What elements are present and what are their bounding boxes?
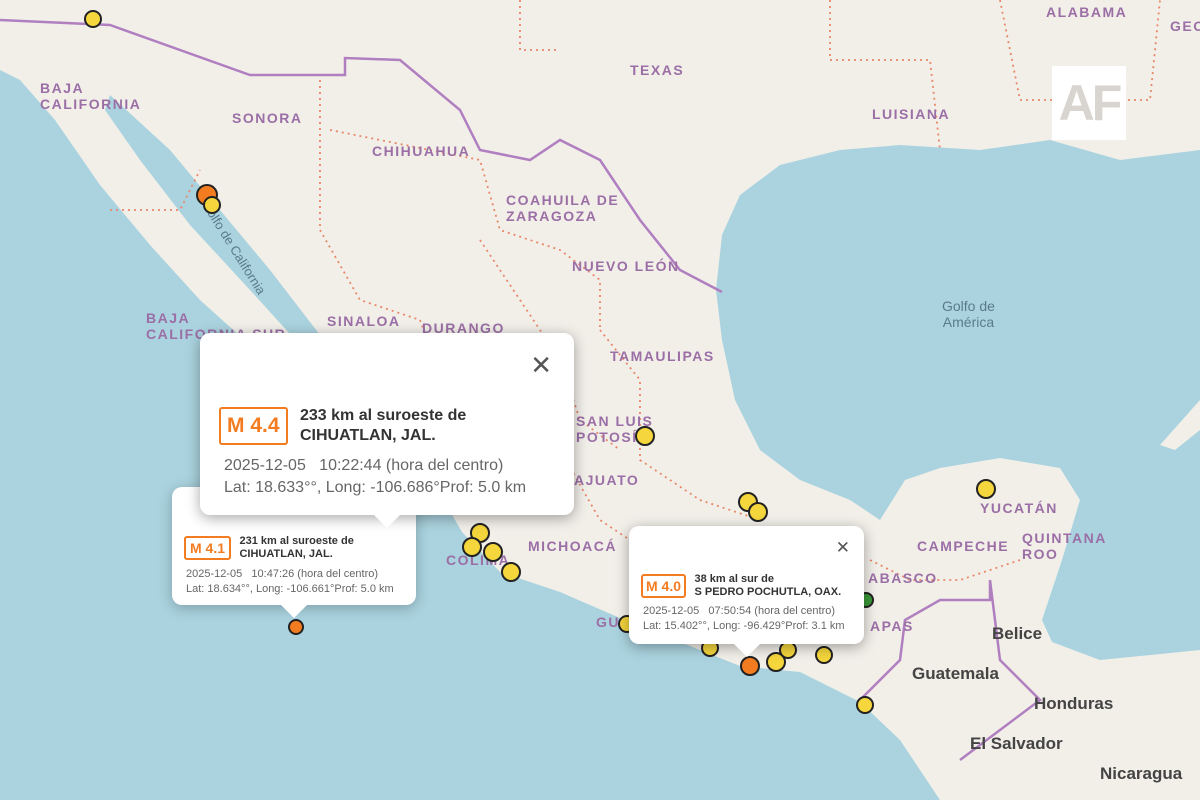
earthquake-marker-yellow[interactable]: [462, 537, 482, 557]
coords-text: Lat: 18.634°°, Long: -106.661°Prof: 5.0 …: [186, 583, 394, 595]
datetime-text: 2025-12-05 10:47:26 (hora del centro): [186, 568, 379, 580]
earthquake-marker-yellow[interactable]: [483, 542, 503, 562]
place-text: 231 km al suroeste de CIHUATLAN, JAL.: [239, 535, 354, 560]
map-label-guatemala: Guatemala: [912, 664, 999, 683]
map-label-sonora: SONORA: [232, 110, 303, 126]
datetime-text: 2025-12-05 07:50:54 (hora del centro): [643, 605, 836, 617]
place-text: 233 km al suroeste de CIHUATLAN, JAL.: [299, 407, 467, 444]
earthquake-marker-yellow[interactable]: [856, 696, 874, 714]
earthquake-marker-yellow[interactable]: [501, 562, 521, 582]
magnitude-badge: M 4.1: [184, 536, 232, 560]
coords-text: Lat: 15.402°°, Long: -96.429°Prof: 3.1 k…: [643, 620, 845, 632]
map-label-michoacan: MICHOACÁ: [528, 538, 617, 554]
earthquake-popup-m40: ✕ M 4.0 38 km al sur de S PEDRO POCHUTLA,…: [629, 526, 864, 657]
coords-text: Lat: 18.633°°, Long: -106.686°Prof: 5.0 …: [224, 479, 527, 496]
map-label-nuevo-leon: NUEVO LEÓN: [572, 258, 680, 274]
magnitude-badge: M 4.4: [219, 407, 288, 445]
map-label-baja-california: BAJA CALIFORNIA: [40, 80, 142, 112]
map-label-texas: TEXAS: [630, 62, 685, 78]
map-label-san-luis: SAN LUIS POTOSÍ: [576, 413, 654, 445]
close-icon[interactable]: ✕: [530, 351, 552, 381]
map-label-guanajuato: AJUATO: [574, 472, 640, 488]
earthquake-marker-yellow[interactable]: [976, 479, 996, 499]
map-label-tabasco: ABASCO: [868, 570, 938, 586]
map-label-alabama: ALABAMA: [1046, 4, 1128, 20]
us-mexico-border: [0, 18, 723, 294]
map-label-tamaulipas: TAMAULIPAS: [610, 348, 715, 364]
map-label-campeche: CAMPECHE: [917, 538, 1010, 554]
map-label-sinaloa: SINALOA: [327, 313, 401, 329]
earthquake-marker-yellow[interactable]: [203, 196, 221, 214]
gulf-of-california: [105, 95, 320, 345]
earthquake-marker-yellow[interactable]: [84, 10, 102, 28]
earthquake-marker-orange[interactable]: [288, 619, 304, 635]
datetime-text: 2025-12-05 10:22:44 (hora del centro): [224, 457, 504, 474]
earthquake-marker-yellow[interactable]: [766, 652, 786, 672]
map-label-nicaragua: Nicaragua: [1100, 764, 1183, 783]
map-label-chihuahua: CHIHUAHUA: [372, 143, 471, 159]
earthquake-marker-yellow[interactable]: [815, 646, 833, 664]
map-label-el-salvador: El Salvador: [970, 734, 1063, 753]
earthquake-marker-yellow[interactable]: [635, 426, 655, 446]
map-label-durango: DURANGO: [422, 320, 505, 336]
map-label-belice: Belice: [992, 624, 1043, 643]
magnitude-badge: M 4.0: [641, 574, 687, 598]
close-icon[interactable]: ✕: [835, 538, 850, 558]
map-label-luisiana: LUISIANA: [872, 106, 951, 122]
earthquake-popup-m44: ✕ M 4.4 233 km al suroeste de CIHUATLAN, …: [200, 333, 574, 528]
map-label-honduras: Honduras: [1034, 694, 1114, 713]
guatemala-border: [859, 579, 1042, 761]
earthquake-marker-orange[interactable]: [740, 656, 760, 676]
place-text: 38 km al sur de S PEDRO POCHUTLA, OAX.: [694, 573, 842, 598]
map-label-chiapas: APAS: [870, 618, 914, 634]
earthquake-marker-yellow[interactable]: [748, 502, 768, 522]
af-logo: AF: [1052, 66, 1126, 140]
map-label-coahuila: COAHUILA DE ZARAGOZA: [506, 192, 620, 224]
map-label-quintana-roo: QUINTANA ROO: [1022, 530, 1107, 562]
map-label-geo: GEO: [1170, 18, 1200, 34]
map-label-golfo: Golfo de América: [942, 298, 995, 330]
cuba: [1160, 400, 1200, 450]
map-label-yucatan: YUCATÁN: [980, 500, 1058, 516]
